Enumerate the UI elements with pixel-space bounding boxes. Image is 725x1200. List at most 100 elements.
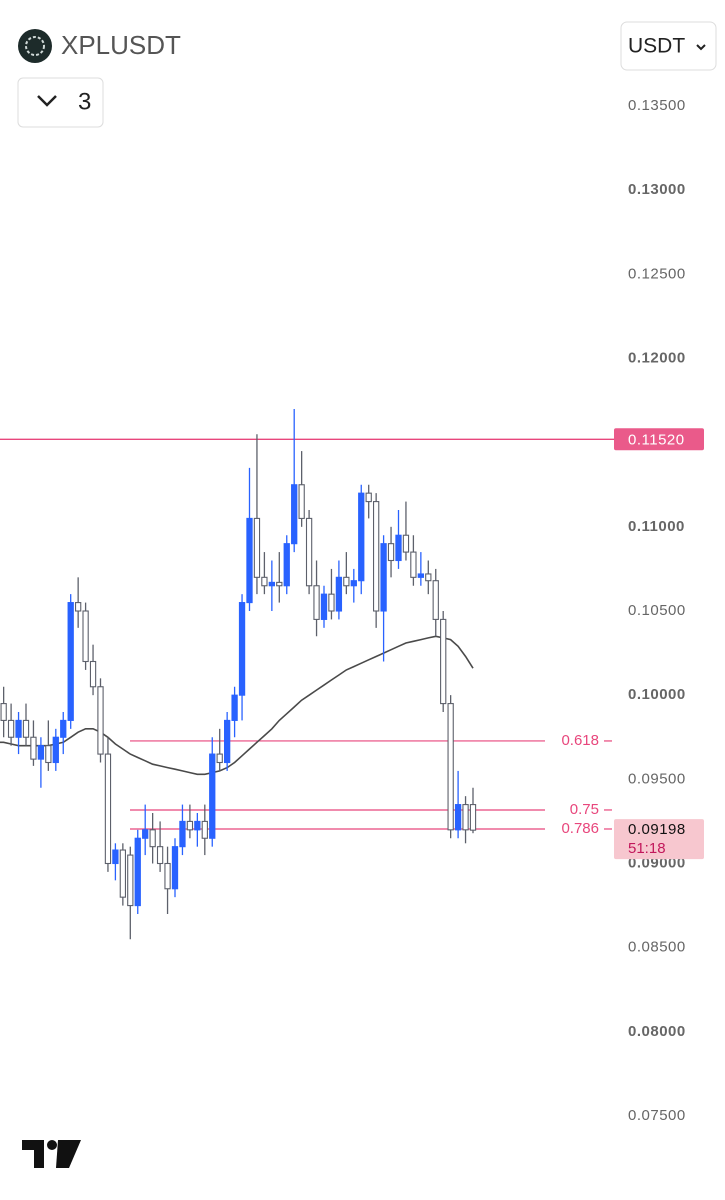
y-tick-label: 0.08500	[628, 939, 686, 956]
candle-body	[410, 551, 417, 578]
currency-box[interactable]	[620, 21, 717, 71]
y-tick-label: 0.13000	[628, 181, 686, 198]
candle-body	[156, 846, 164, 865]
candle-body	[417, 573, 424, 578]
candle-body	[89, 660, 97, 688]
tradingview-logo	[22, 1140, 81, 1168]
candle-body	[231, 694, 238, 721]
countdown: 51:18	[628, 840, 666, 857]
candle-body	[268, 581, 275, 587]
candle-body	[60, 719, 67, 738]
candle-body	[395, 534, 402, 562]
candle-body	[276, 581, 283, 587]
candle-body	[313, 585, 320, 620]
candle-body	[186, 820, 194, 831]
candle-body	[104, 753, 112, 865]
y-tick-label: 0.07500	[628, 1107, 686, 1124]
candle-body	[171, 846, 179, 890]
symbol-logo-ring	[25, 36, 45, 56]
candle-body	[0, 703, 7, 721]
candle-body	[119, 849, 126, 898]
candle-body	[328, 593, 335, 612]
y-tick-label: 0.12500	[628, 265, 686, 282]
candle-body	[82, 610, 89, 663]
candle-body	[387, 543, 395, 562]
candle-body	[7, 719, 15, 738]
candle-body	[97, 686, 104, 755]
candle-body	[358, 492, 365, 582]
candle-body	[201, 820, 208, 839]
logo-part	[22, 1140, 44, 1168]
candle-body	[380, 543, 387, 612]
y-tick-label: 0.13500	[628, 97, 686, 114]
y-tick-label: 0.12000	[628, 349, 686, 366]
last-price: 0.09198	[628, 821, 686, 838]
symbol-logo	[18, 29, 52, 63]
candle-body	[283, 543, 290, 587]
candle-body	[402, 534, 410, 553]
candle-body	[149, 829, 156, 848]
candle-body	[298, 484, 305, 519]
y-tick-label: 0.10000	[628, 686, 686, 703]
candle-body	[440, 618, 447, 705]
logo-part	[56, 1140, 81, 1168]
candle-body	[305, 517, 313, 587]
candle-body	[372, 501, 380, 612]
candle-body	[432, 580, 439, 620]
candle-body	[15, 719, 22, 738]
candle-body	[224, 719, 231, 764]
candle-body	[238, 602, 246, 696]
chevron	[37, 95, 57, 107]
candle-body	[216, 753, 223, 764]
candle-body	[75, 602, 82, 612]
candle-body	[209, 753, 216, 839]
candle-body	[134, 837, 141, 907]
candle-body	[343, 576, 350, 587]
candle-body	[112, 849, 119, 865]
candle-body	[469, 804, 477, 831]
candle-body	[335, 576, 343, 612]
candle-body	[425, 573, 432, 582]
candle-body	[365, 492, 372, 503]
candle-body	[127, 854, 134, 907]
candle-body	[454, 804, 462, 831]
candle-body	[30, 736, 37, 760]
symbol: XPLUSDT	[61, 30, 181, 60]
y-tick-label: 0.08000	[628, 1023, 686, 1040]
fib-label: 0.786	[561, 820, 599, 837]
y-tick-label: 0.09500	[628, 770, 686, 787]
currency-button[interactable]: USDT	[620, 21, 717, 71]
candle-body	[22, 719, 30, 738]
candle-body	[194, 820, 201, 831]
interval[interactable]: 3	[78, 88, 91, 115]
moving-average	[0, 635, 474, 776]
interval-button[interactable]: 3	[17, 77, 104, 128]
candle-body	[447, 703, 454, 831]
candle-body	[253, 517, 261, 578]
candle-body	[164, 862, 171, 890]
y-tick-label: 0.10500	[628, 602, 686, 619]
candle-body	[462, 804, 469, 831]
interval-box[interactable]	[17, 77, 104, 128]
fib-label: 0.75	[570, 801, 599, 818]
currency[interactable]: USDT	[628, 35, 685, 58]
candle-body	[52, 736, 59, 764]
fib-label: 0.618	[561, 732, 599, 749]
candle-body	[261, 576, 268, 587]
candle-body	[179, 820, 186, 848]
candle-body	[291, 484, 298, 545]
logo-part	[47, 1140, 57, 1150]
level-tag	[614, 428, 704, 451]
level-label: 0.11520	[628, 431, 685, 448]
candle-body	[350, 580, 357, 587]
candle-body	[45, 745, 52, 764]
candle-body	[246, 517, 253, 604]
candle-body	[320, 593, 328, 620]
candle-body	[142, 829, 149, 839]
candle-body	[67, 602, 74, 721]
y-tick-label: 0.11000	[628, 518, 685, 535]
chevron	[696, 44, 706, 51]
candle-body	[37, 745, 45, 760]
